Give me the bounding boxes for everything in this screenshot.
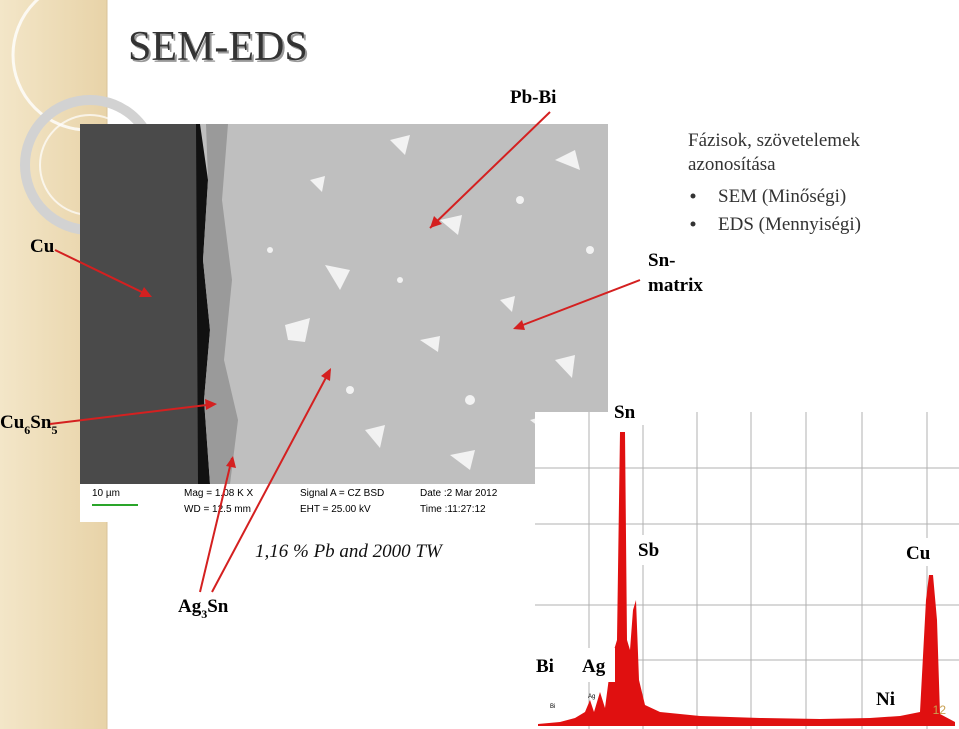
small-peak-label: Ag bbox=[588, 694, 595, 700]
time: Time :11:27:12 bbox=[420, 504, 486, 515]
peak-label: Ag bbox=[582, 656, 606, 677]
signal: Signal A = CZ BSD bbox=[300, 488, 384, 499]
label-pb-bi: Pb-Bi bbox=[510, 87, 556, 108]
scale-label: 10 µm bbox=[92, 488, 120, 499]
label-ag3sn: Ag3Sn bbox=[178, 596, 229, 621]
date: Date :2 Mar 2012 bbox=[420, 488, 498, 499]
peak-label: Sn bbox=[614, 402, 636, 423]
spectrum-trace bbox=[538, 432, 955, 726]
sem-image: 10 µm Mag = 1.08 K X WD = 12.5 mm Signal… bbox=[80, 124, 608, 522]
page-number: 12 bbox=[933, 703, 947, 717]
label-part: Cu bbox=[0, 412, 25, 433]
label-box bbox=[900, 538, 948, 566]
bullet-text: EDS (Mennyiségi) bbox=[718, 214, 861, 235]
peak-label: Ni bbox=[876, 689, 895, 710]
particles bbox=[267, 135, 594, 470]
arrows bbox=[49, 111, 641, 593]
interface bbox=[196, 124, 210, 484]
bullet bbox=[690, 193, 696, 199]
caption: 1,16 % Pb and 2000 TW bbox=[255, 541, 444, 562]
eds-spectrum: Sn Sb Cu Bi Ag Ni Bi Ag 12 bbox=[535, 395, 959, 729]
label-sub: 6 bbox=[24, 423, 30, 437]
small-peak-label: Bi bbox=[550, 704, 555, 710]
peak-label: Cu bbox=[906, 543, 931, 564]
label-box bbox=[535, 648, 615, 682]
heading-line: Fázisok, szövetelemek bbox=[688, 130, 861, 151]
bullet-text: SEM (Minőségi) bbox=[718, 186, 846, 207]
mag: Mag = 1.08 K X bbox=[184, 488, 254, 499]
info-bar bbox=[80, 484, 608, 522]
label-sub: 5 bbox=[51, 423, 57, 437]
cu-region bbox=[80, 124, 200, 484]
peak-label: Bi bbox=[536, 656, 554, 677]
label-sn-matrix: Sn- bbox=[648, 250, 675, 271]
label-sub: 3 bbox=[201, 607, 207, 621]
title: SEM-EDS bbox=[128, 24, 308, 70]
label-part: Sn bbox=[30, 412, 52, 433]
wd: WD = 12.5 mm bbox=[184, 504, 251, 515]
label-part: Sn bbox=[207, 596, 229, 617]
label-sn-matrix: matrix bbox=[648, 275, 703, 296]
eht: EHT = 25.00 kV bbox=[300, 504, 371, 515]
bullet bbox=[690, 221, 696, 227]
peak-label: Sb bbox=[638, 540, 659, 561]
label-part: Ag bbox=[178, 596, 202, 617]
label-cu6sn5: Cu6Sn5 bbox=[0, 412, 57, 437]
label-box bbox=[870, 684, 914, 712]
label-box bbox=[632, 535, 688, 565]
label-box bbox=[610, 395, 646, 425]
heading-line: azonosítása bbox=[688, 154, 776, 175]
title-shadow: SEM-EDS bbox=[130, 26, 310, 72]
label-cu: Cu bbox=[30, 236, 55, 257]
cu6sn5-layer bbox=[203, 124, 238, 484]
